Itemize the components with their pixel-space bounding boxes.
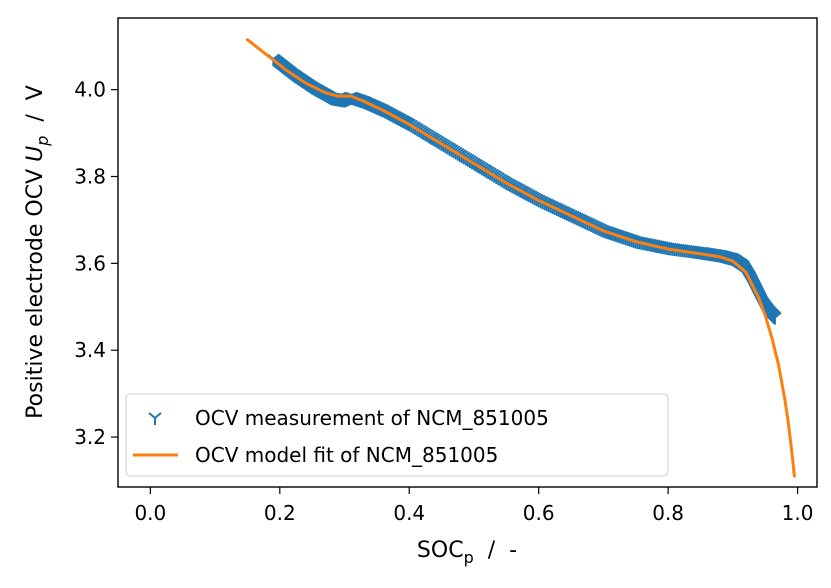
measurement-point-arm-right [283,62,291,69]
measurement-point-arm-left [669,243,677,251]
measurement-point-arm-left [677,244,685,252]
y-axis-title: Positive electrode OCV Up / V [23,85,52,419]
measurement-point-arm-left [689,246,698,253]
y-tick-label: 3.4 [74,338,106,362]
x-tick-label: 0.8 [652,501,684,525]
measurement-point-arm-left [691,246,700,253]
measurement-point-arm-right [282,61,290,68]
plot-area [245,38,796,478]
measurement-point-arm-left [675,244,683,251]
x-axis-title: SOCp / - [417,538,517,567]
measurement-point-arm-right [276,56,284,63]
measurement-point-arm-right [286,63,294,71]
measurement-point-arm-right [273,54,282,61]
y-tick-label: 3.6 [74,251,106,275]
legend-label-measurement: OCV measurement of NCM_851005 [195,406,549,430]
x-axis-title-subscript: p [464,548,474,567]
measurement-point-arm-left [768,311,776,319]
measurement-point-arm-right [774,311,782,319]
measurement-point-arm-right [281,60,289,67]
legend-box [125,393,669,477]
y-axis: 3.2 3.4 3.6 3.8 4.0 [74,78,118,449]
measurement-point-arm-right [272,53,280,61]
x-tick-label: 0.4 [393,501,425,525]
measurement-point [768,311,782,325]
measurement-point-arm-right [278,58,287,65]
measurement-point-arm-left [683,245,692,252]
y-tick-label: 3.8 [74,165,106,189]
x-tick-label: 0.2 [264,501,296,525]
y-tick-label: 3.2 [74,425,106,449]
axes-frame [117,17,818,488]
legend-label-model: OCV model fit of NCM_851005 [195,443,498,467]
x-axis: 0.0 0.2 0.4 0.6 0.8 1.0 [134,487,813,525]
legend: OCV measurement of NCM_851005 OCV model … [125,393,669,477]
y-tick-label: 4.0 [74,78,106,102]
x-tick-label: 0.0 [134,501,166,525]
measurement-point-arm-left [673,244,681,251]
x-tick-label: 1.0 [782,501,814,525]
measurement-point-arm-left [687,245,696,253]
measurement-point-arm-left [665,242,673,250]
y-axis-title-subscript: p [33,136,52,147]
measurement-point-arm-right [279,59,288,66]
measurement-point-arm-left [681,245,690,252]
measurement-point-arm-right [284,62,293,70]
y-axis-title-symbol: U [23,146,48,162]
measurement-point-arm-left [667,243,675,250]
measurement-point-arm-left [663,242,671,250]
series-model-fit-line [245,38,796,478]
measurement-point-arm-right [275,55,283,62]
measurement-point-arm-left [671,243,679,251]
measurement-point-arm-left [679,244,687,252]
measurement-point-arm-right [277,57,285,64]
measurement-point-arm-left [685,245,694,253]
legend-marker-measurement [148,412,162,425]
x-tick-label: 0.6 [523,501,555,525]
